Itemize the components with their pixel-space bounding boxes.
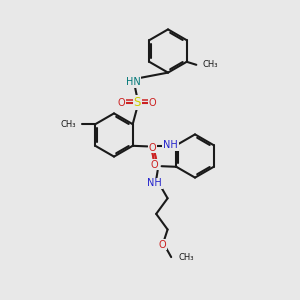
Text: O: O <box>148 142 156 153</box>
Text: O: O <box>149 98 157 108</box>
Text: CH₃: CH₃ <box>61 120 76 129</box>
Text: NH: NH <box>163 140 178 151</box>
Text: NH: NH <box>147 178 162 188</box>
Text: O: O <box>158 239 166 250</box>
Text: HN: HN <box>126 77 141 87</box>
Text: O: O <box>151 160 158 170</box>
Text: S: S <box>134 96 141 109</box>
Text: CH₃: CH₃ <box>202 60 218 69</box>
Text: CH₃: CH₃ <box>178 253 194 262</box>
Text: O: O <box>118 98 125 108</box>
